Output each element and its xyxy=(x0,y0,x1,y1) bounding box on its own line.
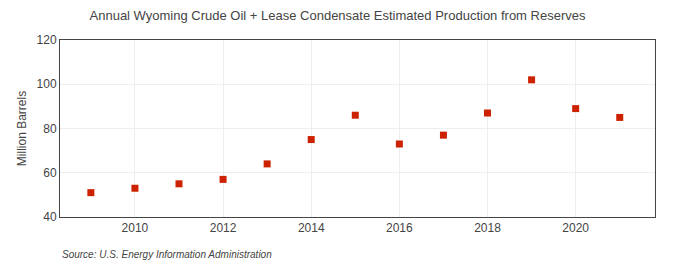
svg-text:80: 80 xyxy=(43,122,57,136)
svg-text:2018: 2018 xyxy=(474,221,501,235)
svg-text:2014: 2014 xyxy=(298,221,325,235)
svg-text:Million Barrels: Million Barrels xyxy=(15,91,29,166)
svg-text:2020: 2020 xyxy=(562,221,589,235)
svg-text:Source: U.S. Energy Informatio: Source: U.S. Energy Information Administ… xyxy=(62,249,272,260)
svg-text:40: 40 xyxy=(43,210,57,224)
svg-text:2012: 2012 xyxy=(210,221,237,235)
svg-text:Annual Wyoming Crude Oil + Lea: Annual Wyoming Crude Oil + Lease Condens… xyxy=(90,8,586,23)
svg-text:60: 60 xyxy=(43,166,57,180)
svg-text:100: 100 xyxy=(37,77,57,91)
svg-text:120: 120 xyxy=(37,33,57,47)
svg-text:2016: 2016 xyxy=(386,221,413,235)
svg-text:2010: 2010 xyxy=(122,221,149,235)
